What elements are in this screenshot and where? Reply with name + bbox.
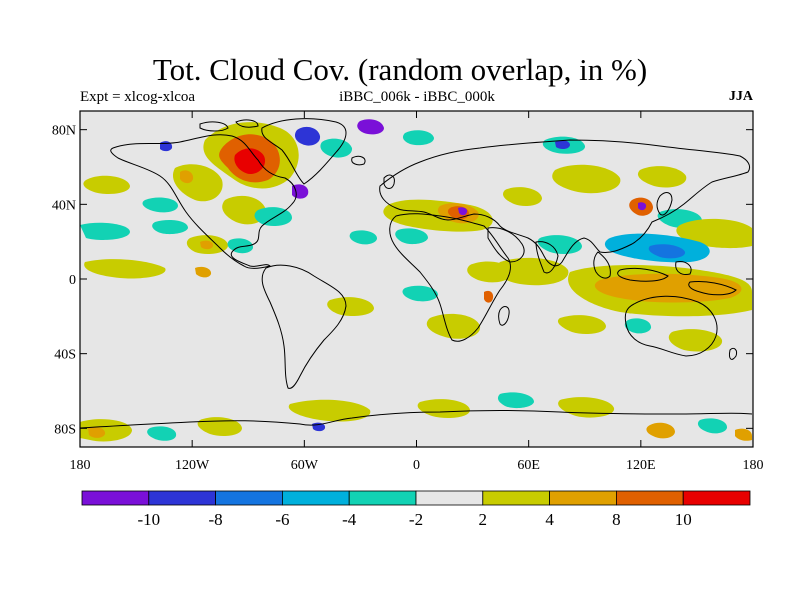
latitude-axis: 80N 40N 0 40S 80S <box>52 124 753 437</box>
field-neg-korea <box>638 202 647 211</box>
field-negative-arctic-1 <box>294 126 321 146</box>
lon-tick-label: 120W <box>175 458 210 473</box>
colorbar-swatch-9 <box>682 490 751 506</box>
lat-tick-label: 0 <box>69 273 76 288</box>
field-cyan-arctic <box>320 138 353 158</box>
coastlines <box>79 118 753 429</box>
colorbar-label: -6 <box>275 510 289 529</box>
lon-tick-label: 120E <box>626 458 656 473</box>
colorbar-swatch-4 <box>348 490 417 506</box>
colorbar-swatch-0 <box>81 490 150 506</box>
lat-tick-label: 80N <box>52 124 76 139</box>
field-cyan-so-2 <box>497 392 534 409</box>
field-cyan-europe <box>402 130 434 146</box>
map-panel: 80N 40N 0 40S 80S 180 120W 60W 0 60E 120E 180 <box>52 110 764 473</box>
field-neg-siberia <box>555 140 570 150</box>
field-cyan-pacific-mid <box>152 220 188 235</box>
colorbar-label: 4 <box>545 510 554 529</box>
colorbar-label: -4 <box>342 510 357 529</box>
lat-tick-label: 80S <box>54 422 76 437</box>
colorbar-swatch-6 <box>482 490 550 506</box>
colorbar-label: -8 <box>209 510 223 529</box>
anomaly-fields <box>80 119 752 442</box>
colorbar-swatch-3 <box>281 490 350 506</box>
coastline-se-asia <box>593 251 737 296</box>
field-orange-so-2 <box>646 422 675 439</box>
field-orange-e-africa <box>484 290 494 303</box>
field-yellow-s-pacific <box>668 329 723 352</box>
lon-tick-label: 60W <box>291 458 319 473</box>
lon-tick-label: 0 <box>413 458 420 473</box>
field-yellow-central-asia <box>552 164 621 194</box>
field-cyan-pacific-n <box>80 222 130 240</box>
coastline-north-america <box>110 134 297 269</box>
colorbar: -10 -8 -6 -4 -2 2 4 8 10 <box>81 490 751 529</box>
colorbar-swatch-2 <box>215 490 283 506</box>
coastline-new-zealand <box>729 347 737 360</box>
longitude-axis: 180 120W 60W 0 60E 120E 180 <box>70 111 764 473</box>
coastline-south-america <box>261 264 347 389</box>
field-yellow-so-5 <box>197 417 242 436</box>
coastline-australia <box>624 295 718 357</box>
field-yellow-asia-3 <box>503 187 542 206</box>
field-orange-canada <box>180 170 194 184</box>
lon-tick-label: 60E <box>517 458 540 473</box>
coastline-arabia-india <box>487 227 559 274</box>
colorbar-swatch-7 <box>549 490 617 506</box>
coastline-africa <box>389 213 511 342</box>
field-orange-maritime <box>594 273 742 303</box>
field-cyan-pacific-west <box>142 197 178 213</box>
coastline-madagascar <box>498 306 510 326</box>
lat-tick-label: 40N <box>52 198 76 213</box>
coastline-antarctica <box>79 410 753 429</box>
lon-tick-label: 180 <box>743 458 764 473</box>
colorbar-swatch-5 <box>415 490 484 506</box>
field-orange-pacific-eq <box>195 266 212 278</box>
field-yellow-s-africa <box>426 313 481 339</box>
colorbar-label: 2 <box>479 510 488 529</box>
field-cyan-n-africa <box>395 228 428 245</box>
field-orange-so-1 <box>88 426 106 438</box>
coastline-british-isles <box>383 174 395 189</box>
colorbar-label: 8 <box>612 510 621 529</box>
field-blue-se-asia <box>648 244 686 259</box>
experiment-label: Expt = xlcog-xlcoa <box>80 89 196 105</box>
colorbar-swatch-1 <box>148 490 217 506</box>
field-yellow-so-3 <box>417 399 470 418</box>
field-cyan-australia <box>624 318 652 334</box>
field-cyan-so-3 <box>697 418 728 434</box>
field-yellow-s-indian <box>557 315 606 334</box>
field-neg-aegean <box>458 207 468 216</box>
field-orange-hawaii <box>200 240 214 250</box>
field-max-greenland <box>234 148 266 174</box>
lon-tick-label: 180 <box>70 458 91 473</box>
coastline-iceland <box>351 155 366 166</box>
colorbar-label: -10 <box>137 510 160 529</box>
field-negative-arctic-2 <box>357 119 384 135</box>
season-label: JJA <box>728 89 753 104</box>
field-yellow-s-atlantic <box>327 297 374 316</box>
field-yellow-asia-2 <box>637 166 687 188</box>
field-cyan-atlantic-eq <box>402 285 438 302</box>
difference-label: iBBC_006k - iBBC_000k <box>339 89 495 105</box>
field-orange-so-3 <box>735 428 752 441</box>
coastline-greenland <box>261 118 347 185</box>
lat-tick-label: 40S <box>54 348 76 363</box>
field-yellow-pacific-nw <box>83 175 130 194</box>
field-cyan-so-1 <box>147 426 177 441</box>
field-cyan-s-atlantic <box>349 230 378 245</box>
field-yellow-so-2 <box>288 399 371 422</box>
colorbar-swatch-8 <box>616 490 684 506</box>
field-yellow-indian-ocean <box>496 257 569 286</box>
colorbar-label: 10 <box>675 510 692 529</box>
coastline-europe-asia <box>379 139 751 267</box>
coastline-japan <box>656 192 673 216</box>
map-title: Tot. Cloud Cov. (random overlap, in %) <box>152 52 648 87</box>
colorbar-label: -2 <box>409 510 423 529</box>
field-yellow-pacific-eq <box>84 259 166 279</box>
field-cyan-india <box>537 235 582 254</box>
coastline-arctic-islands <box>199 119 259 132</box>
